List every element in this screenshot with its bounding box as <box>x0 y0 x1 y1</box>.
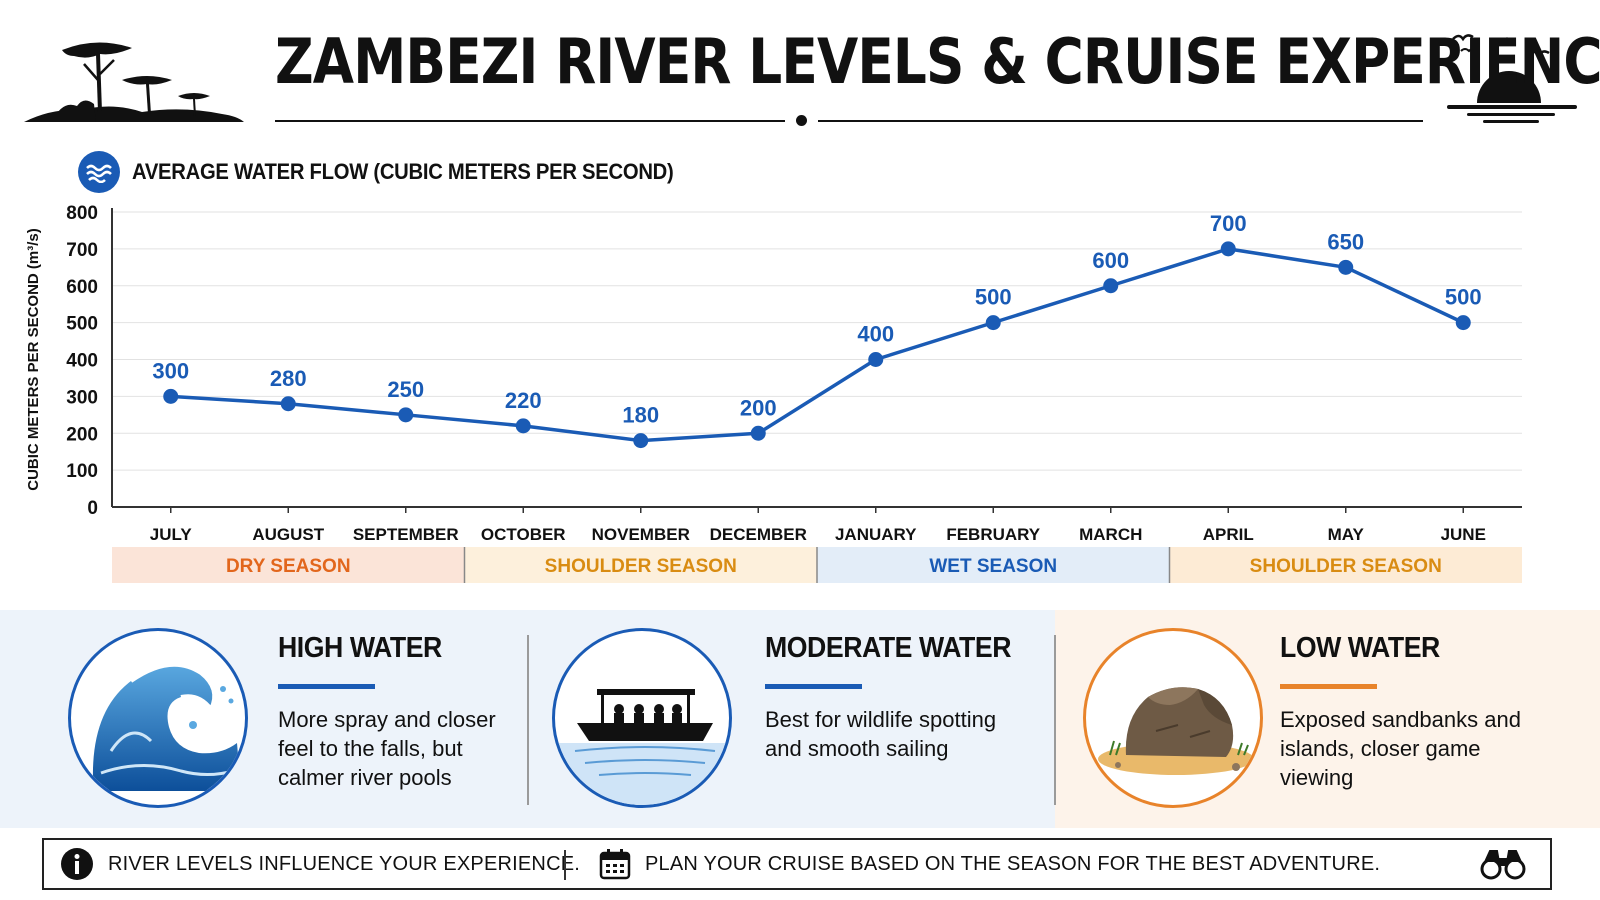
x-tick-label: MAY <box>1328 525 1365 544</box>
wave-icon <box>68 628 248 808</box>
season-label: DRY SEASON <box>226 556 351 577</box>
title-rule-dot <box>796 115 807 126</box>
footer-separator <box>564 850 566 880</box>
card-high-water: HIGH WATER More spray and closer feel to… <box>0 610 530 828</box>
season-band <box>1169 547 1522 583</box>
x-tick-label: JUNE <box>1441 525 1486 544</box>
x-tick-label: JANUARY <box>835 525 917 544</box>
footer-left: RIVER LEVELS INFLUENCE YOUR EXPERIENCE. <box>60 840 580 888</box>
footer-right: PLAN YOUR CRUISE BASED ON THE SEASON FOR… <box>599 840 1380 888</box>
boat-icon <box>552 628 732 808</box>
season-band <box>817 547 1170 583</box>
data-label: 600 <box>1092 248 1129 273</box>
x-tick-label: SEPTEMBER <box>353 525 459 544</box>
season-label: SHOULDER SEASON <box>545 556 737 577</box>
chart-heading: AVERAGE WATER FLOW (CUBIC METERS PER SEC… <box>78 151 721 193</box>
data-label: 500 <box>1445 285 1482 310</box>
data-point <box>280 396 296 412</box>
footer-left-text: RIVER LEVELS INFLUENCE YOUR EXPERIENCE. <box>108 852 581 875</box>
y-tick-label: 500 <box>66 314 98 335</box>
data-label: 500 <box>975 285 1012 310</box>
info-icon <box>61 848 93 880</box>
y-tick-label: 700 <box>66 240 98 261</box>
rock-icon <box>1083 628 1263 808</box>
data-point <box>163 388 179 404</box>
data-label: 700 <box>1210 211 1247 236</box>
y-tick-label: 0 <box>87 498 98 519</box>
data-label: 650 <box>1327 229 1364 254</box>
x-tick-label: FEBRUARY <box>946 525 1040 544</box>
y-axis-label: CUBIC METERS PER SECOND (m³/s) <box>25 228 42 491</box>
data-point <box>1220 241 1236 257</box>
card-title: HIGH WATER <box>278 632 442 664</box>
x-tick-label: JULY <box>150 525 193 544</box>
card-accent-rule <box>765 684 862 689</box>
card-accent-rule <box>278 684 375 689</box>
data-label: 180 <box>622 403 659 428</box>
water-level-cards: HIGH WATER More spray and closer feel to… <box>0 610 1600 828</box>
water-flow-chart: 0 100 200 300 400 500 600 700 800 CUBIC METERS PE… <box>25 203 1522 583</box>
data-point <box>1455 315 1471 331</box>
x-tick-label: APRIL <box>1203 525 1254 544</box>
card-description: More spray and closer feel to the falls,… <box>278 707 496 790</box>
y-tick-label: 100 <box>66 461 98 482</box>
data-point <box>1338 259 1354 275</box>
binoculars-icon <box>1480 850 1526 880</box>
season-label: WET SEASON <box>929 556 1057 577</box>
data-point <box>868 352 884 367</box>
y-tick-label: 600 <box>66 277 98 298</box>
y-tick-label: 200 <box>66 424 98 445</box>
season-band <box>112 547 465 583</box>
data-label: 200 <box>740 395 777 420</box>
data-label: 300 <box>152 358 189 383</box>
page-title: ZAMBEZI RIVER LEVELS & CRUISE EXPERIENCE <box>275 25 1600 98</box>
card-accent-rule <box>1280 684 1377 689</box>
x-tick-label: OCTOBER <box>481 525 566 544</box>
title-rule <box>275 120 785 122</box>
data-point <box>398 407 414 423</box>
data-label: 250 <box>387 377 424 402</box>
chart-title: AVERAGE WATER FLOW (CUBIC METERS PER SEC… <box>132 159 674 184</box>
card-title: MODERATE WATER <box>765 632 1012 664</box>
data-point <box>633 433 649 449</box>
card-description: Best for wildlife spotting and smooth sa… <box>765 707 997 761</box>
calendar-icon <box>599 849 631 880</box>
card-divider <box>1054 635 1056 805</box>
title-rule <box>818 120 1423 122</box>
card-divider <box>527 635 529 805</box>
data-point <box>515 418 531 434</box>
data-point <box>750 425 766 441</box>
card-moderate-water: MODERATE WATER Best for wildlife spottin… <box>530 610 1055 828</box>
season-label: SHOULDER SEASON <box>1250 556 1442 577</box>
footer-right-text: PLAN YOUR CRUISE BASED ON THE SEASON FOR… <box>645 852 1381 875</box>
data-label: 280 <box>270 366 307 391</box>
data-label: 400 <box>857 322 894 347</box>
card-title: LOW WATER <box>1280 632 1440 664</box>
water-waves-icon <box>78 151 120 193</box>
series-line <box>170 247 1464 443</box>
y-tick-label: 800 <box>66 203 98 224</box>
x-tick-label: NOVEMBER <box>592 525 690 544</box>
y-tick-label: 400 <box>66 351 98 372</box>
x-tick-label: MARCH <box>1079 525 1142 544</box>
card-low-water: LOW WATER Exposed sandbanks and islands,… <box>1055 610 1600 828</box>
y-tick-label: 300 <box>66 387 98 408</box>
season-band <box>464 547 817 583</box>
savanna-trees-icon <box>24 42 244 122</box>
footer-bar: RIVER LEVELS INFLUENCE YOUR EXPERIENCE. … <box>42 838 1552 890</box>
data-point <box>1103 278 1119 294</box>
sunset-birds-icon <box>1447 34 1577 123</box>
x-tick-label: DECEMBER <box>710 525 807 544</box>
x-tick-label: AUGUST <box>252 525 324 544</box>
card-description: Exposed sandbanks and islands, closer ga… <box>1280 707 1521 790</box>
data-label: 220 <box>505 388 542 413</box>
data-point <box>985 315 1001 331</box>
